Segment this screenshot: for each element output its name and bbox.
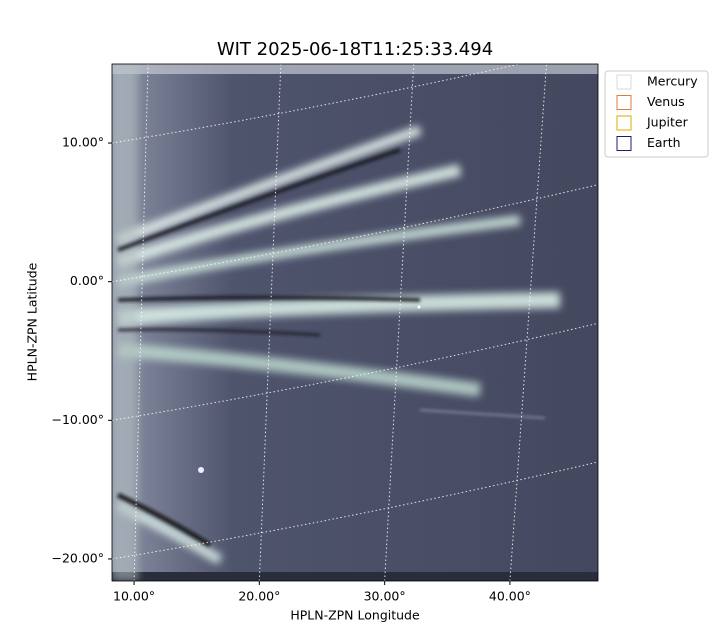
x-tick-label: 10.00° bbox=[113, 589, 155, 604]
image bbox=[112, 64, 598, 581]
y-tick-label: −10.00° bbox=[51, 412, 104, 427]
legend-label: Earth bbox=[647, 135, 681, 150]
legend-swatch bbox=[616, 115, 632, 131]
y-axis-label: HPLN-ZPN Latitude bbox=[25, 262, 40, 381]
legend-label: Venus bbox=[647, 94, 685, 109]
x-axis-label: HPLN-ZPN Longitude bbox=[290, 608, 420, 623]
y-tick-label: 10.00° bbox=[62, 135, 104, 150]
legend-swatch bbox=[616, 74, 632, 90]
chart-title: WIT 2025-06-18T11:25:33.494 bbox=[217, 39, 493, 60]
x-tick-label: 40.00° bbox=[489, 589, 531, 604]
y-tick-label: −20.00° bbox=[51, 550, 104, 565]
axes-frame bbox=[111, 63, 599, 582]
legend: Mercury Venus Jupiter Earth bbox=[604, 70, 709, 158]
legend-swatch bbox=[616, 95, 632, 110]
y-tick-label: 0.00° bbox=[70, 273, 104, 288]
legend-label: Mercury bbox=[647, 74, 698, 89]
x-tick-label: 30.00° bbox=[364, 589, 406, 604]
legend-label: Jupiter bbox=[646, 115, 689, 130]
legend-frame bbox=[604, 70, 709, 158]
x-tick-label: 20.00° bbox=[238, 589, 280, 604]
legend-swatch bbox=[616, 136, 632, 151]
